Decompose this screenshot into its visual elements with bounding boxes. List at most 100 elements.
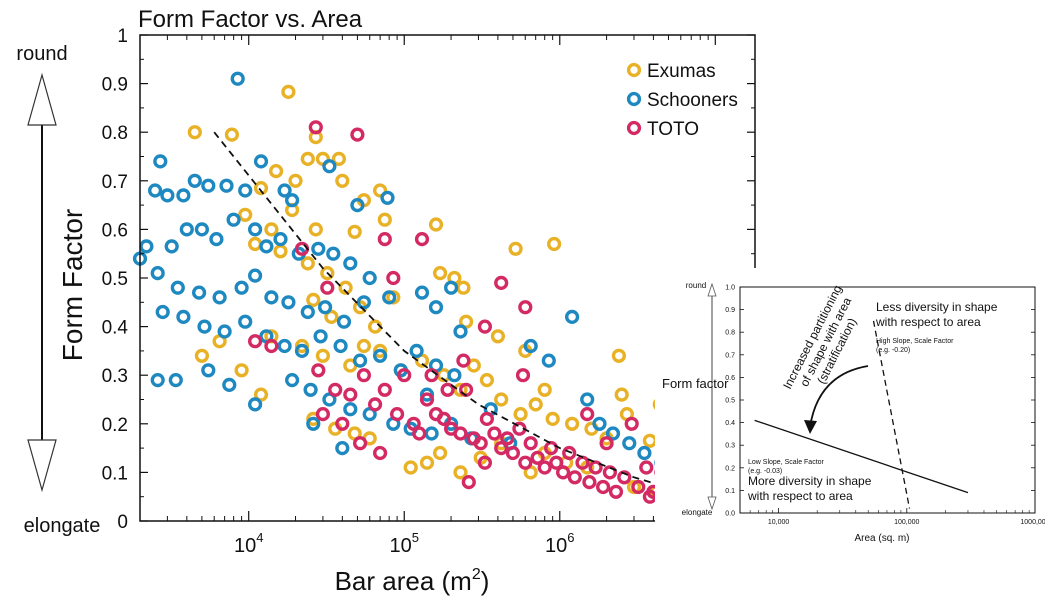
- point-toto: [368, 397, 383, 412]
- point-schooners: [322, 159, 337, 174]
- point-schooners: [234, 280, 249, 295]
- point-toto: [419, 392, 435, 407]
- point-schooners: [409, 343, 424, 359]
- point-schooners: [273, 232, 288, 247]
- y-tick-label: 0.5: [102, 269, 128, 290]
- legend-label-schooners: Schooners: [647, 90, 738, 111]
- point-exumas: [320, 266, 335, 281]
- point-schooners: [277, 338, 292, 354]
- trend-line: [213, 131, 748, 513]
- point-toto: [523, 436, 538, 451]
- point-toto: [543, 441, 559, 456]
- point-schooners: [176, 188, 191, 203]
- point-toto: [631, 479, 646, 495]
- point-schooners: [187, 173, 202, 188]
- point-schooners: [343, 256, 358, 271]
- point-exumas: [479, 373, 495, 388]
- inset-y-tick-label: 0.2: [725, 465, 735, 472]
- point-toto: [518, 455, 533, 470]
- point-exumas: [433, 266, 448, 281]
- point-toto: [390, 407, 405, 422]
- point-toto: [479, 411, 495, 427]
- point-schooners: [336, 314, 352, 329]
- point-toto: [473, 436, 488, 451]
- point-schooners: [447, 368, 462, 383]
- point-toto: [343, 387, 358, 402]
- less-diversity-annotation: Less diversity in shape with respect to …: [875, 300, 1001, 329]
- inset-x-tick-label: 100,000: [894, 519, 919, 526]
- point-toto: [599, 436, 614, 451]
- point-schooners: [356, 295, 372, 310]
- point-exumas: [419, 455, 435, 470]
- point-schooners: [285, 193, 300, 208]
- point-exumas: [537, 382, 552, 397]
- point-schooners: [414, 285, 430, 300]
- point-exumas: [234, 363, 249, 378]
- point-toto: [377, 232, 392, 247]
- point-exumas: [508, 241, 523, 256]
- point-exumas: [377, 212, 392, 227]
- inset-background: [655, 268, 1043, 563]
- point-toto: [320, 280, 335, 295]
- point-exumas: [264, 222, 279, 237]
- elongate-label: elongate: [24, 515, 101, 537]
- y-tick-label: 0.1: [102, 463, 128, 484]
- point-schooners: [322, 392, 337, 407]
- point-exumas: [368, 319, 383, 334]
- point-exumas: [324, 309, 339, 325]
- inset-y-tick-label: 0.1: [725, 488, 735, 495]
- point-schooners: [164, 239, 179, 254]
- x-tick-label: 105: [389, 530, 418, 557]
- inset-elongate-label: elongate: [682, 508, 713, 517]
- point-exumas: [373, 183, 388, 198]
- point-toto: [530, 450, 545, 465]
- point-toto: [639, 460, 654, 475]
- point-schooners: [453, 324, 468, 339]
- legend: Exumas Schooners TOTO: [620, 57, 745, 141]
- point-schooners: [201, 363, 216, 378]
- point-exumas: [331, 151, 347, 167]
- point-schooners: [153, 154, 168, 169]
- point-schooners: [382, 290, 397, 305]
- curved-arrow-head: [804, 420, 817, 434]
- point-schooners: [259, 239, 274, 254]
- point-schooners: [168, 373, 183, 388]
- point-exumas: [428, 217, 444, 232]
- point-schooners: [179, 222, 194, 237]
- inset-y-ticks: 0.0 0.1 0.2 0.3 0.4 0.5 0.6 0.7 0.8 0.9 1.0: [725, 285, 1035, 518]
- inset-y-tick-label: 1.0: [725, 285, 735, 292]
- point-schooners: [592, 416, 607, 431]
- point-toto: [505, 445, 521, 461]
- point-schooners: [209, 232, 224, 247]
- point-schooners: [303, 382, 318, 397]
- inset-x-tick-label: 10,000: [768, 519, 790, 526]
- point-exumas: [288, 173, 303, 188]
- high-slope-line: [872, 320, 911, 509]
- inset-y-tick-label: 0.4: [725, 420, 735, 427]
- point-schooners: [419, 387, 435, 402]
- point-exumas: [253, 181, 269, 196]
- inset-x-label: Area (sq. m): [854, 533, 909, 544]
- point-schooners: [353, 353, 368, 368]
- inset-y-tick-label: 0.8: [725, 330, 735, 337]
- point-toto: [414, 232, 430, 247]
- point-exumas: [564, 416, 580, 431]
- point-schooners: [238, 314, 253, 329]
- point-exumas: [273, 244, 288, 259]
- point-schooners: [637, 445, 652, 461]
- point-exumas: [306, 292, 321, 308]
- point-schooners: [248, 268, 263, 283]
- point-exumas: [456, 280, 471, 295]
- x-axis-label: Bar area (m2): [335, 566, 490, 596]
- point-schooners: [622, 436, 637, 451]
- y-tick-label: 0.4: [102, 318, 129, 339]
- point-schooners: [264, 290, 279, 305]
- point-exumas: [194, 348, 210, 363]
- point-toto: [386, 270, 401, 286]
- point-schooners: [253, 154, 269, 169]
- point-schooners: [523, 338, 538, 354]
- point-schooners: [230, 71, 245, 86]
- inset-arrow-up: [707, 282, 717, 297]
- point-toto: [328, 382, 343, 397]
- point-toto: [397, 368, 412, 383]
